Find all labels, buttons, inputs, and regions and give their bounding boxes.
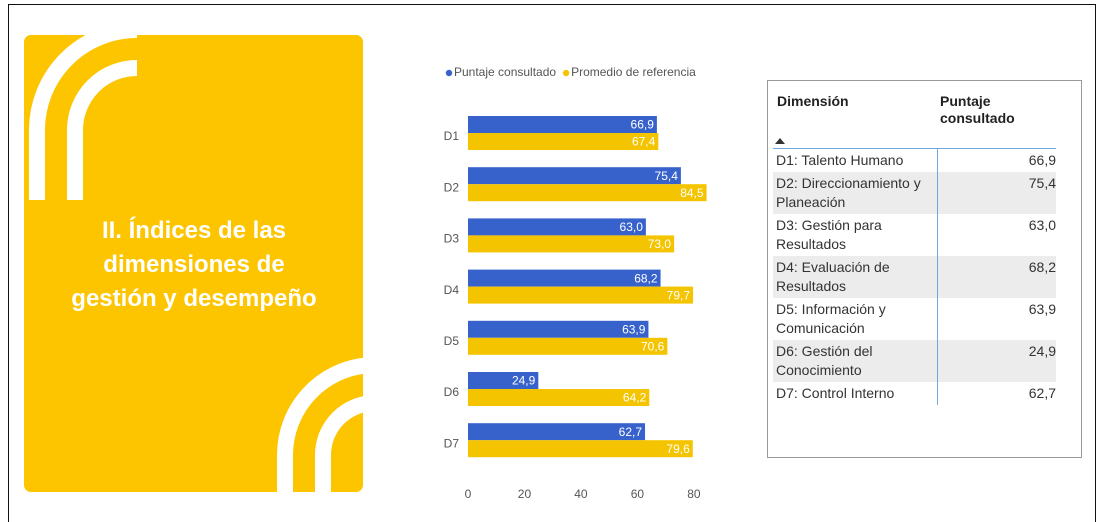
value-label: 63,9 (622, 322, 646, 336)
y-tick-label: D1 (444, 129, 460, 143)
y-tick-label: D3 (444, 232, 460, 246)
table-row: D2: Direccionamiento y Planeación 75,4 (773, 172, 1056, 214)
x-tick-label: 60 (631, 487, 645, 501)
value-label: 62,7 (619, 425, 643, 439)
table-body: D1: Talento Humano 66,9 D2: Direccionamien… (773, 148, 1056, 405)
value-label: 75,4 (655, 169, 679, 183)
bar (468, 116, 657, 133)
bar (468, 269, 661, 287)
table-cell: 75,4 (1028, 175, 1056, 191)
bar (468, 372, 539, 389)
bar (468, 389, 650, 406)
table-row: D5: Información y Comunicación 63,9 (773, 298, 1056, 340)
column-header: Dimensión (777, 93, 849, 109)
table-cell: D2: Direccionamiento y Planeación (773, 172, 938, 214)
bar (468, 235, 675, 253)
card-decoration (29, 35, 363, 492)
table: Dimensión Puntaje consultado D1: Talento… (767, 80, 1082, 458)
value-label: 70,6 (641, 339, 665, 353)
table-cell: 68,2 (1028, 259, 1056, 275)
y-tick-label: D6 (444, 385, 460, 399)
bar (468, 133, 659, 150)
legend-marker (445, 69, 453, 77)
sort-arrow (775, 138, 785, 144)
value-label: 66,9 (631, 118, 655, 132)
card (24, 35, 363, 492)
table-cell: 24,9 (1028, 343, 1056, 359)
value-label: 24,9 (512, 374, 536, 388)
y-tick-label: D2 (444, 180, 460, 194)
bar (468, 320, 649, 338)
value-label: 64,2 (623, 391, 647, 405)
y-tick-label: D4 (444, 283, 460, 297)
table-row: D7: Control Interno 62,7 (773, 382, 1056, 405)
value-label: 79,7 (667, 288, 691, 302)
x-tick-label: 0 (465, 487, 472, 501)
table-row: D3: Gestión para Resultados 63,0 (773, 214, 1056, 256)
frame (8, 4, 1096, 522)
value-label: 79,6 (666, 442, 690, 456)
y-tick-label: D7 (444, 436, 460, 450)
bar (468, 167, 681, 185)
x-tick-label: 20 (518, 487, 532, 501)
column-header: Puntaje consultado (940, 93, 1015, 126)
legend-label: Puntaje consultado (454, 65, 556, 79)
table-cell: D6: Gestión del Conocimiento (773, 340, 938, 382)
table-cell: 63,0 (1028, 217, 1056, 233)
table-cell: D5: Información y Comunicación (773, 298, 938, 340)
bar (468, 337, 668, 355)
card-title: II. Índices de las dimensiones de gestió… (71, 217, 317, 312)
legend-marker (562, 69, 570, 77)
x-tick-label: 80 (687, 487, 701, 501)
value-label: 67,4 (632, 135, 656, 149)
bar (468, 286, 694, 304)
table-cell: D3: Gestión para Resultados (773, 214, 938, 256)
table-cell: D4: Evaluación de Resultados (773, 256, 938, 298)
table-cell: D1: Talento Humano (773, 149, 938, 172)
table-cell: 62,7 (1028, 385, 1056, 401)
table-row: D4: Evaluación de Resultados 68,2 (773, 256, 1056, 298)
bar (468, 218, 646, 236)
y-tick-label: D5 (444, 334, 460, 348)
value-label: 84,5 (680, 186, 704, 200)
x-tick-label: 40 (574, 487, 588, 501)
bar (468, 440, 693, 458)
table-cell: 66,9 (1028, 152, 1056, 168)
bar (468, 184, 707, 202)
legend-label: Promedio de referencia (571, 65, 696, 79)
value-label: 68,2 (634, 271, 658, 285)
value-label: 63,0 (620, 220, 644, 234)
value-label: 73,0 (648, 237, 672, 251)
table-row: D6: Gestión del Conocimiento 24,9 (773, 340, 1056, 382)
bar (468, 423, 646, 441)
table-cell: 63,9 (1028, 301, 1056, 317)
table-row: D1: Talento Humano 66,9 (773, 149, 1056, 172)
table-cell: D7: Control Interno (773, 382, 938, 405)
